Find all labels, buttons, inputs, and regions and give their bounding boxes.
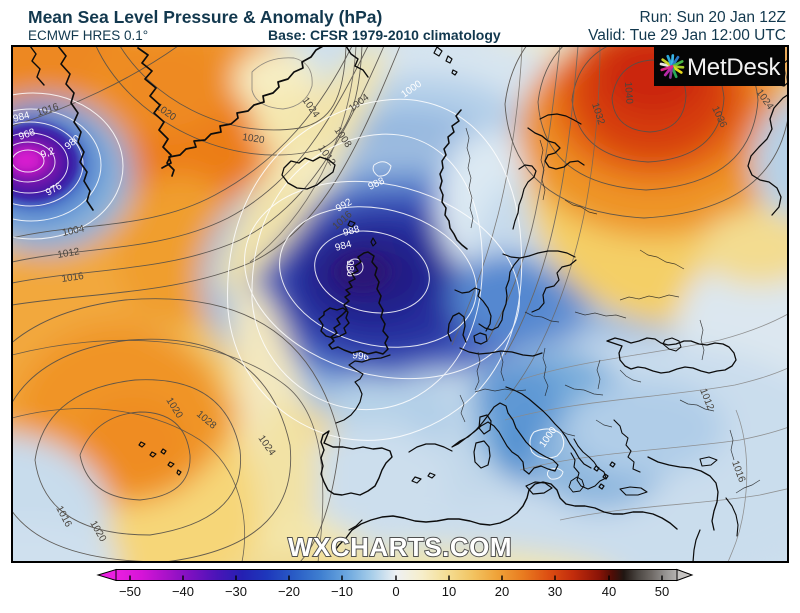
svg-text:0: 0 [392,584,399,599]
svg-text:10: 10 [442,584,456,599]
svg-text:980: 980 [344,260,355,277]
svg-text:1004: 1004 [61,223,85,238]
svg-text:Base: CFSR 1979-2010 climatolo: Base: CFSR 1979-2010 climatology [268,27,501,43]
svg-text:Valid: Tue 29 Jan 12:00 UTC: Valid: Tue 29 Jan 12:00 UTC [588,27,786,44]
svg-text:9,2: 9,2 [39,146,56,161]
svg-text:984: 984 [334,239,353,254]
svg-text:20: 20 [495,584,509,599]
svg-text:1012: 1012 [57,246,81,261]
svg-text:1020: 1020 [242,132,266,146]
svg-text:MetDesk: MetDesk [687,54,781,81]
svg-text:−40: −40 [172,584,194,599]
svg-text:Run: Sun 20 Jan 12Z: Run: Sun 20 Jan 12Z [640,9,787,26]
svg-text:988: 988 [342,224,361,239]
svg-text:1040: 1040 [622,81,635,104]
svg-text:984: 984 [12,110,31,125]
svg-text:50: 50 [655,584,669,599]
svg-text:ECMWF HRES 0.1°: ECMWF HRES 0.1° [28,28,148,43]
svg-text:−50: −50 [119,584,141,599]
svg-text:1016: 1016 [61,271,85,285]
svg-text:Mean Sea Level Pressure & Anom: Mean Sea Level Pressure & Anomaly (hPa) [28,7,382,27]
svg-text:−20: −20 [278,584,300,599]
svg-text:WXCHARTS.COM: WXCHARTS.COM [288,532,512,562]
svg-text:−30: −30 [225,584,247,599]
svg-text:40: 40 [602,584,616,599]
svg-text:−10: −10 [331,584,353,599]
svg-text:30: 30 [548,584,562,599]
